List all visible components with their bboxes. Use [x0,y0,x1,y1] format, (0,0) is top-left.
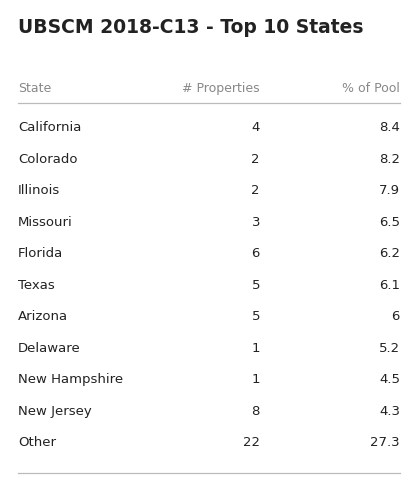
Text: 6.1: 6.1 [379,279,400,292]
Text: 2: 2 [252,153,260,166]
Text: 7.9: 7.9 [379,184,400,197]
Text: 6: 6 [391,310,400,323]
Text: 8.4: 8.4 [379,121,400,134]
Text: 27.3: 27.3 [370,436,400,449]
Text: # Properties: # Properties [182,82,260,95]
Text: 5: 5 [252,279,260,292]
Text: 8: 8 [252,405,260,418]
Text: 5.2: 5.2 [379,342,400,355]
Text: 4.5: 4.5 [379,373,400,386]
Text: New Jersey: New Jersey [18,405,92,418]
Text: Illinois: Illinois [18,184,60,197]
Text: 3: 3 [252,216,260,229]
Text: % of Pool: % of Pool [342,82,400,95]
Text: 4.3: 4.3 [379,405,400,418]
Text: Colorado: Colorado [18,153,78,166]
Text: Delaware: Delaware [18,342,81,355]
Text: Missouri: Missouri [18,216,73,229]
Text: UBSCM 2018-C13 - Top 10 States: UBSCM 2018-C13 - Top 10 States [18,18,363,37]
Text: 8.2: 8.2 [379,153,400,166]
Text: New Hampshire: New Hampshire [18,373,123,386]
Text: 22: 22 [243,436,260,449]
Text: 6.2: 6.2 [379,247,400,260]
Text: Other: Other [18,436,56,449]
Text: State: State [18,82,51,95]
Text: Texas: Texas [18,279,55,292]
Text: California: California [18,121,81,134]
Text: 6.5: 6.5 [379,216,400,229]
Text: 1: 1 [252,373,260,386]
Text: 1: 1 [252,342,260,355]
Text: 5: 5 [252,310,260,323]
Text: Arizona: Arizona [18,310,68,323]
Text: 4: 4 [252,121,260,134]
Text: Florida: Florida [18,247,63,260]
Text: 2: 2 [252,184,260,197]
Text: 6: 6 [252,247,260,260]
